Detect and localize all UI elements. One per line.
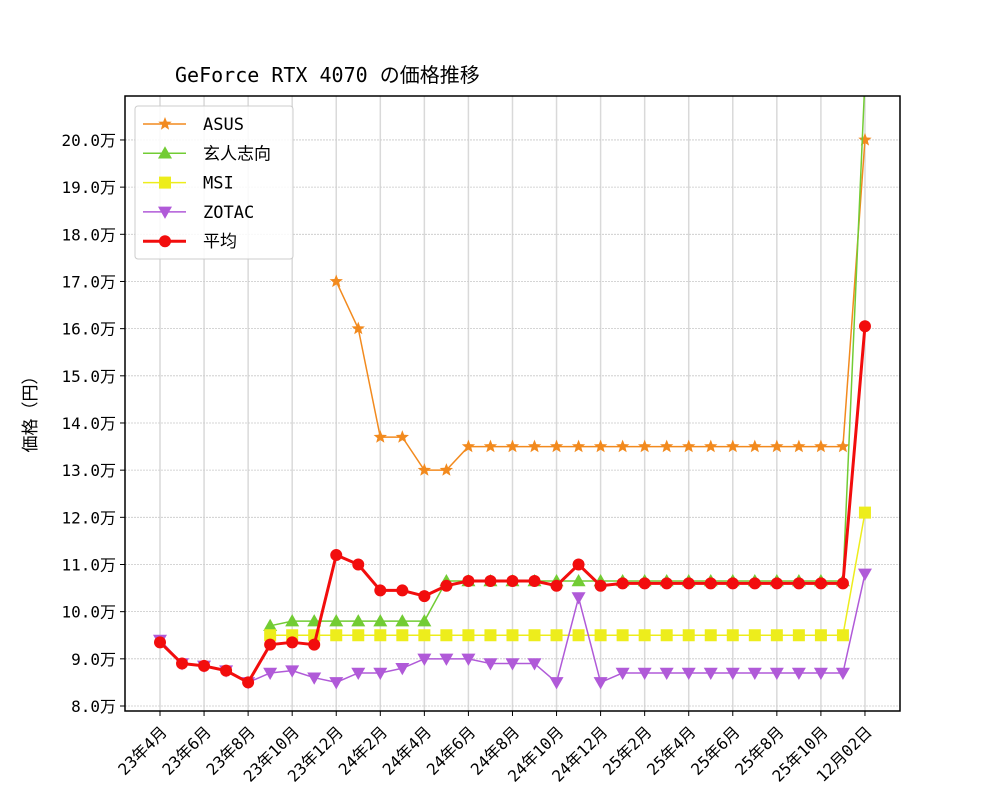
- legend-label: ZOTAC: [203, 203, 254, 223]
- y-tick-label: 13.0万: [61, 461, 116, 480]
- y-tick-label: 10.0万: [61, 603, 116, 622]
- chart-title: GeForce RTX 4070 の価格推移: [175, 63, 480, 87]
- series-平均: [154, 320, 871, 689]
- y-tick-label: 8.0万: [71, 697, 116, 716]
- y-axis: 8.0万 9.0万 10.0万 11.0万 12.0万 13.0万 14.0万 15.0万 16…: [61, 131, 125, 716]
- y-tick-label: 20.0万: [61, 131, 116, 150]
- legend-label: ASUS: [203, 115, 244, 135]
- series-ASUS: [329, 133, 872, 476]
- legend-label: 平均: [203, 232, 237, 252]
- y-tick-label: 11.0万: [61, 555, 116, 574]
- y-tick-label: 16.0万: [61, 320, 116, 339]
- series-layer: [153, 96, 872, 690]
- y-tick-label: 12.0万: [61, 508, 116, 527]
- series-玄人志向: [263, 96, 865, 632]
- legend: ASUS 玄人志向 MSI ZOTAC 平均: [134, 105, 294, 260]
- legend-item-玄人志向: 玄人志向: [143, 144, 271, 164]
- y-tick-label: 19.0万: [61, 178, 116, 197]
- y-tick-label: 15.0万: [61, 367, 116, 386]
- x-axis: 23年4月23年6月23年8月23年10月23年12月24年2月24年4月24年…: [114, 711, 876, 786]
- series-MSI: [264, 506, 871, 642]
- y-tick-label: 9.0万: [71, 650, 116, 669]
- legend-item-平均: 平均: [143, 232, 237, 252]
- legend-item-ZOTAC: ZOTAC: [143, 203, 254, 223]
- y-tick-label: 17.0万: [61, 272, 116, 291]
- legend-item-ASUS: ASUS: [143, 115, 244, 135]
- y-tick-label: 18.0万: [61, 225, 116, 244]
- y-tick-label: 14.0万: [61, 414, 116, 433]
- y-axis-label: 価格（円）: [21, 368, 41, 453]
- legend-label: 玄人志向: [203, 144, 271, 164]
- legend-item-MSI: MSI: [143, 174, 234, 194]
- legend-label: MSI: [203, 174, 234, 194]
